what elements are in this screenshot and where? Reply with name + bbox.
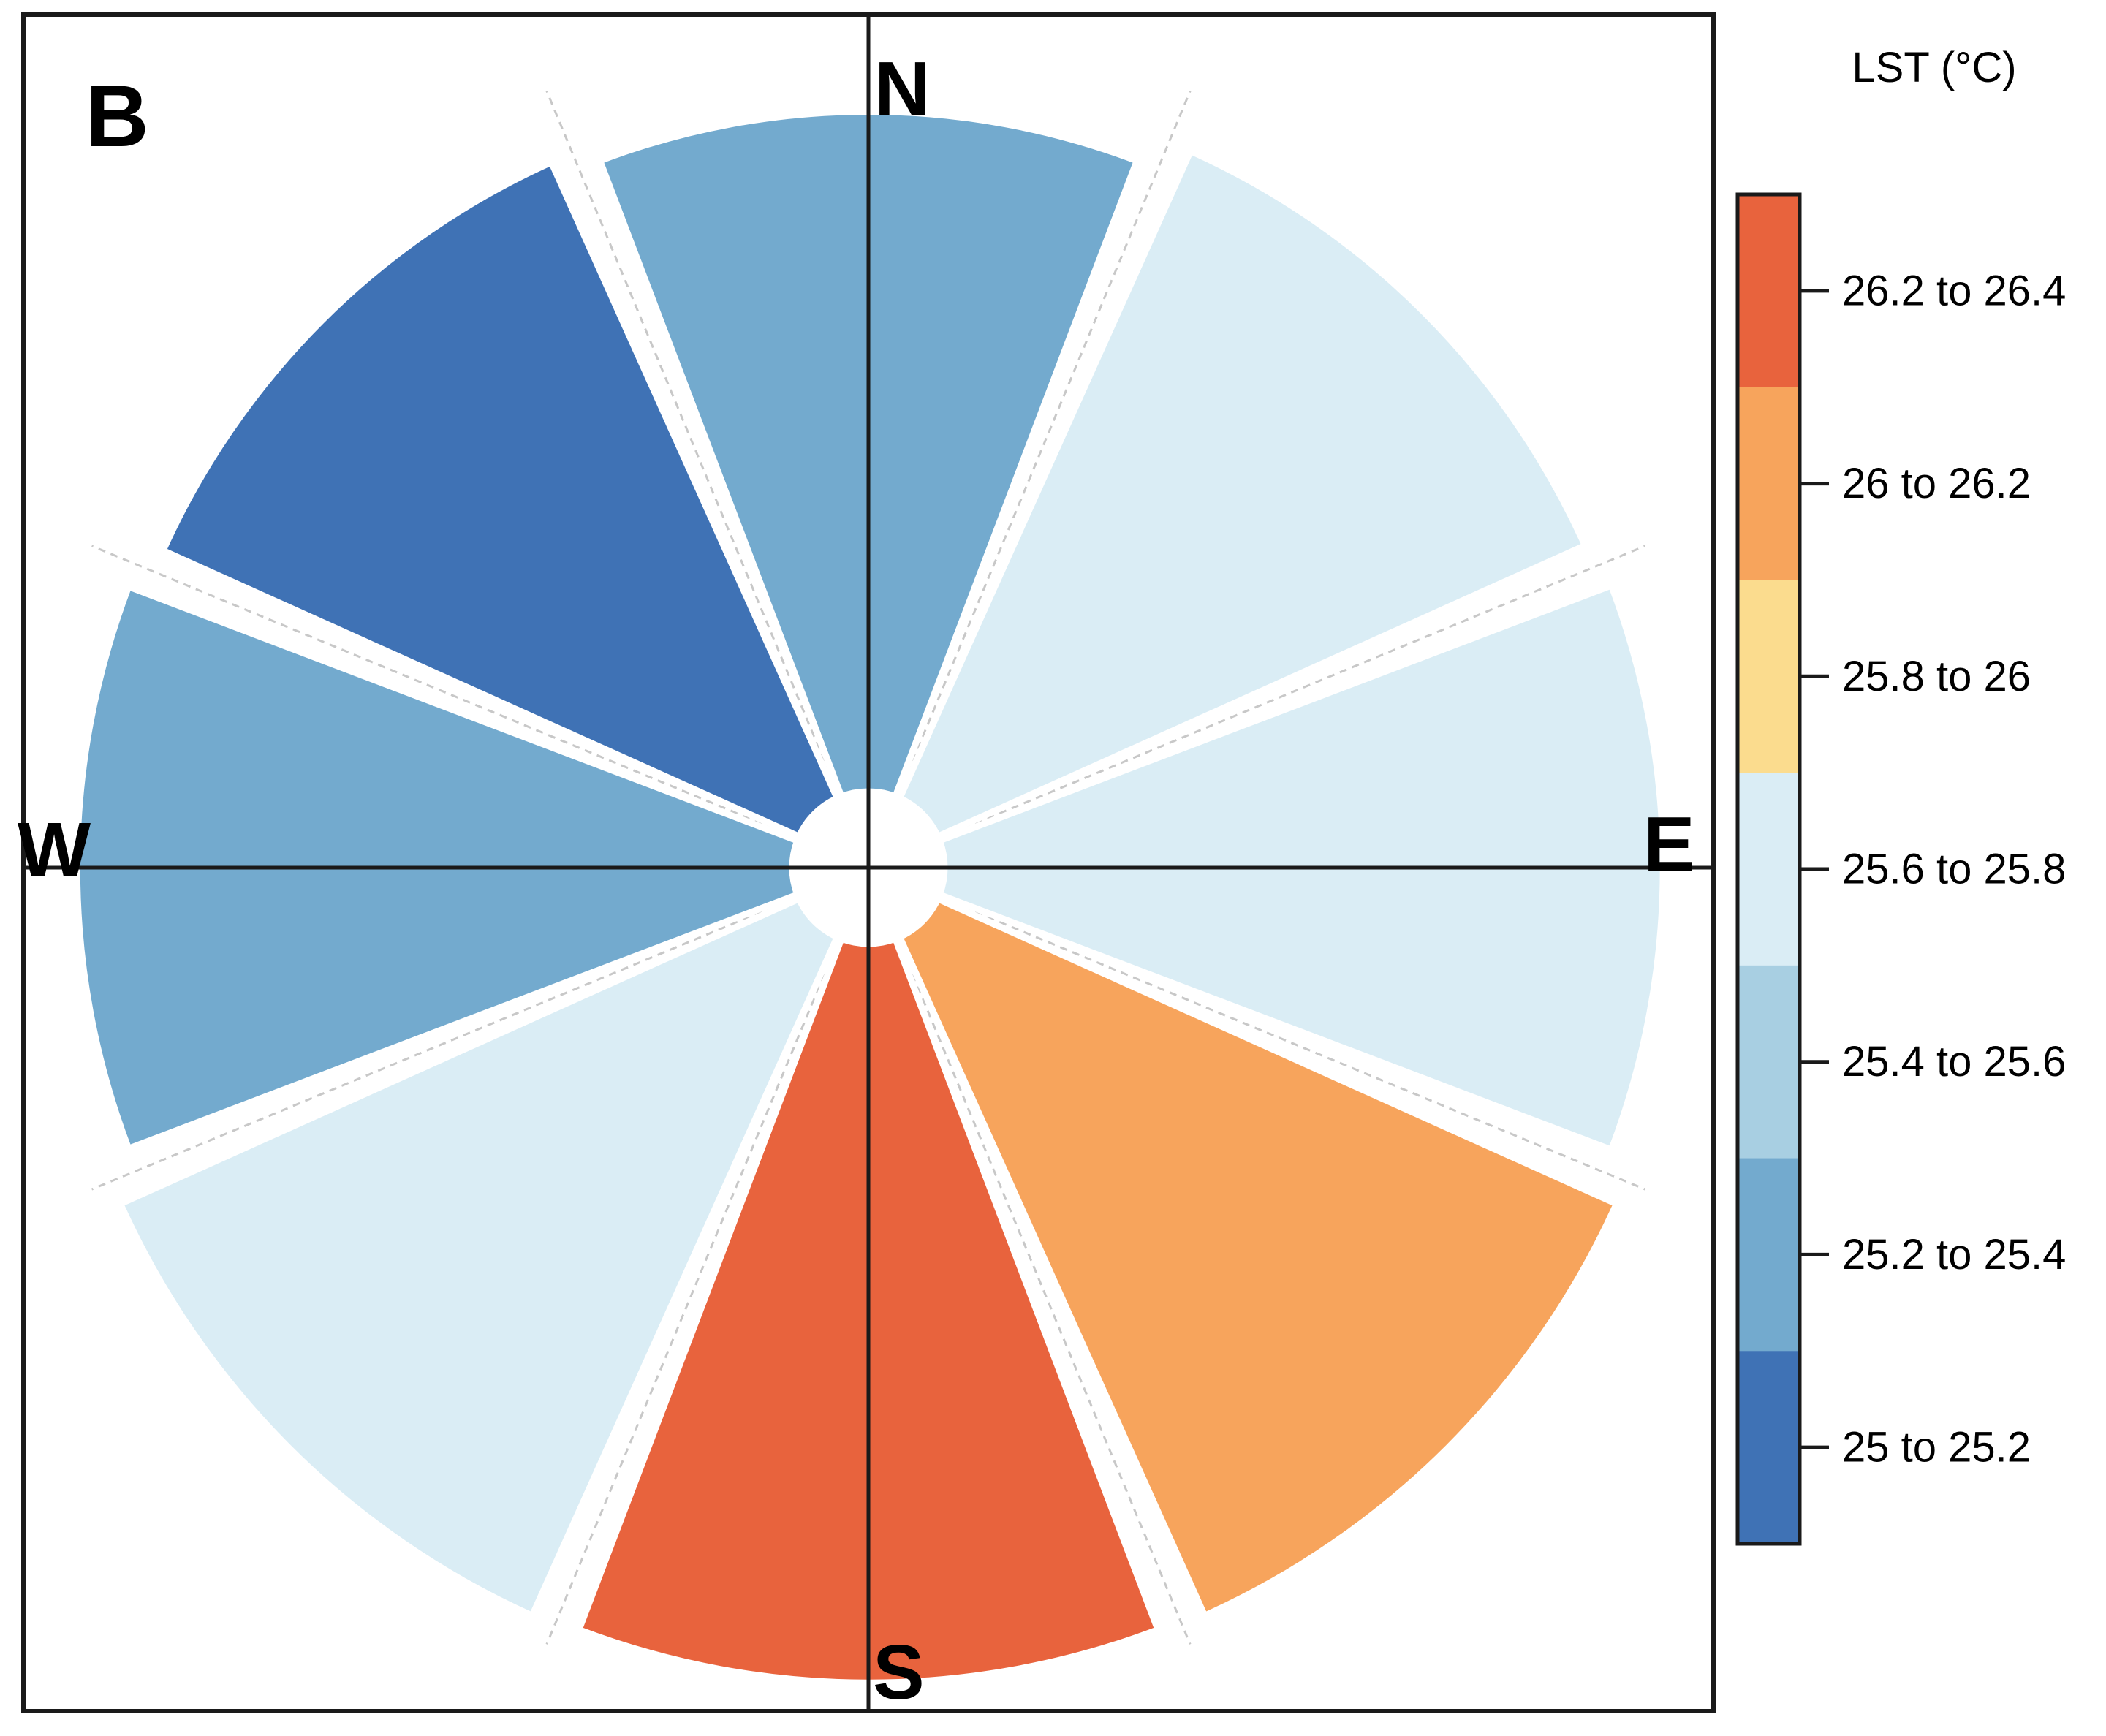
- legend-label-3: 25.6 to 25.8: [1842, 846, 2066, 893]
- legend-labels: 26.2 to 26.4 26 to 26.2 25.8 to 26 25.6 to …: [1842, 267, 2066, 1471]
- legend-label-5: 25.2 to 25.4: [1842, 1231, 2066, 1278]
- compass-label-west: W: [18, 807, 91, 893]
- legend-swatch-0: [1738, 194, 1800, 388]
- legend-label-2: 25.8 to 26: [1842, 653, 2031, 700]
- legend-ticks: [1800, 289, 1829, 1449]
- panel-label: B: [86, 67, 149, 165]
- legend-swatch-1: [1738, 387, 1800, 581]
- legend-colorbar-bands: [1738, 194, 1800, 1544]
- legend-label-1: 26 to 26.2: [1842, 460, 2031, 507]
- polar-grid-spoke: [545, 90, 841, 798]
- legend-swatch-2: [1738, 580, 1800, 774]
- rose-sector-NW: [158, 157, 842, 841]
- legend: LST (°C) 26.2 to 26.4 26 to 26.2 25.8 to 2…: [1735, 44, 2066, 1546]
- legend-label-4: 25.4 to 25.6: [1842, 1038, 2066, 1085]
- compass-label-east: E: [1643, 801, 1695, 887]
- plot-panel-border: [21, 12, 1716, 1713]
- polar-grid-spoke: [91, 895, 799, 1191]
- rose-sector-SW: [115, 894, 842, 1621]
- polar-grid-spoke: [896, 90, 1192, 798]
- compass-label-north: N: [874, 46, 931, 132]
- legend-title: LST (°C): [1852, 44, 2016, 91]
- compass-label-south: S: [873, 1629, 925, 1716]
- polar-grid-spoke: [91, 545, 799, 840]
- legend-label-6: 25 to 25.2: [1842, 1424, 2031, 1471]
- legend-swatch-5: [1738, 1158, 1800, 1352]
- axes: [23, 15, 1713, 1711]
- polar-grid-spoke: [545, 937, 841, 1645]
- polar-grid: [91, 90, 1646, 1645]
- legend-swatch-3: [1738, 773, 1800, 966]
- polar-grid-spoke: [938, 545, 1646, 840]
- polar-grid-spoke: [938, 895, 1646, 1191]
- legend-label-0: 26.2 to 26.4: [1842, 267, 2066, 314]
- polar-grid-spoke: [896, 937, 1192, 1645]
- rose-sector-SE: [895, 894, 1621, 1621]
- legend-swatch-4: [1738, 965, 1800, 1159]
- rose-sector-NE: [895, 146, 1590, 841]
- legend-swatch-6: [1738, 1351, 1800, 1544]
